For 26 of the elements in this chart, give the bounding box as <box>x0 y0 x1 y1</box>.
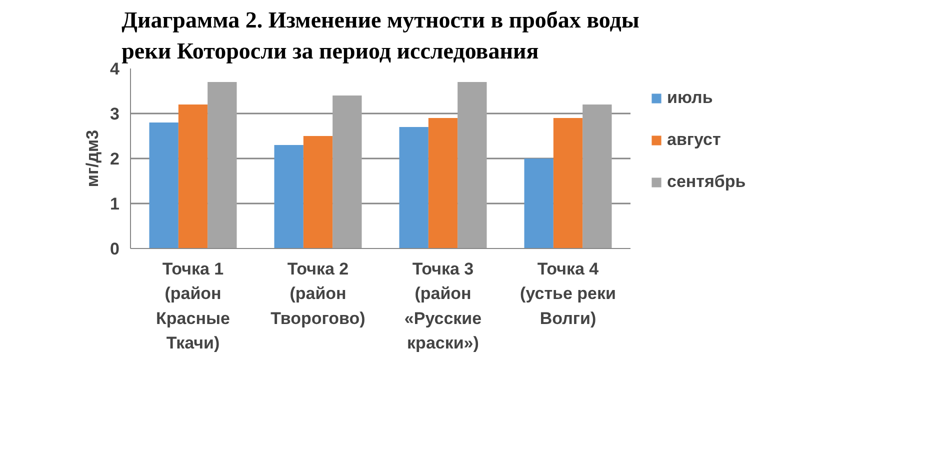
legend-label: август <box>667 130 721 150</box>
bar <box>399 127 428 248</box>
bar <box>274 145 304 248</box>
x-tick-label: Точка 2 (район Творогово) <box>270 260 366 328</box>
chart-title: Диаграмма 2. Изменение мутности в пробах воды реки Которосли за период исследования <box>122 7 640 64</box>
y-tick-label: 3 <box>110 104 120 124</box>
bar <box>178 104 208 248</box>
x-tick-label: Точка 1 (район Красные Ткачи) <box>156 260 230 353</box>
bar <box>428 118 458 248</box>
x-tick-label: Точка 4 (устье реки Волги) <box>520 260 616 328</box>
y-tick-label: 2 <box>110 150 120 168</box>
y-tick-label: 1 <box>110 194 120 214</box>
y-tick-label: 0 <box>110 240 120 258</box>
bar <box>582 104 612 248</box>
bar <box>208 82 237 248</box>
bar <box>458 82 487 248</box>
bar <box>553 118 583 248</box>
legend-label: июль <box>667 88 713 108</box>
bar <box>149 122 178 248</box>
y-tick-label: 4 <box>110 60 120 78</box>
bar <box>303 136 333 248</box>
bar <box>524 158 554 248</box>
legend-label: сентябрь <box>667 172 746 192</box>
bar <box>332 96 362 248</box>
x-tick-label: Точка 3 (район «Русские краски») <box>404 260 482 353</box>
y-axis-title: мг/дм3 <box>83 130 102 188</box>
